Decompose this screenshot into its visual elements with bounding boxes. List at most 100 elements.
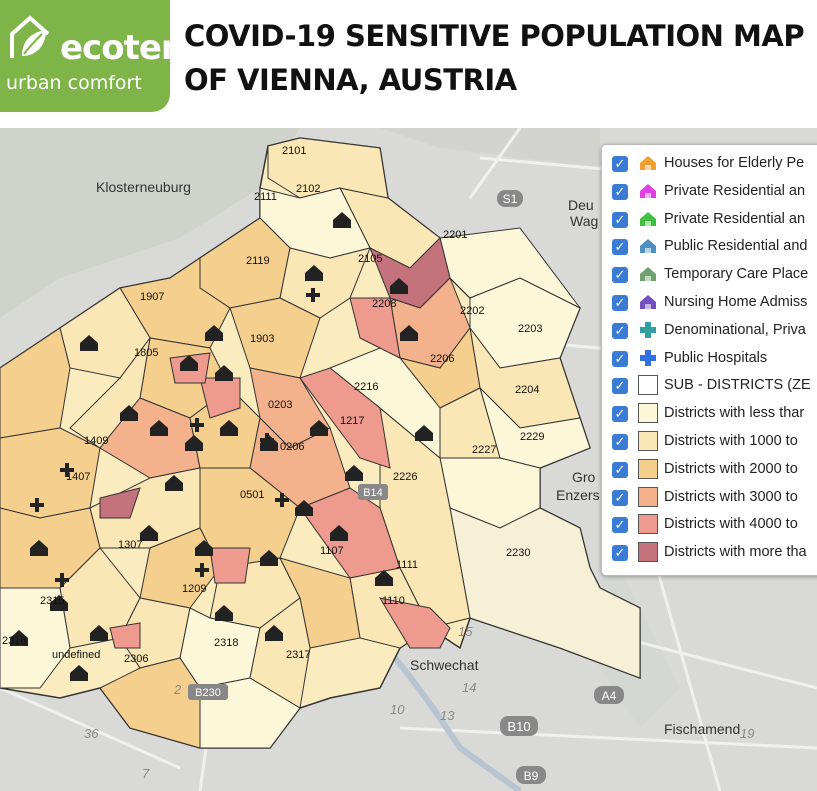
facility-markers[interactable] (10, 212, 433, 681)
legend-label: Public Hospitals (664, 349, 768, 366)
legend-checkbox[interactable]: ✓ (612, 406, 628, 423)
hospital-cross-icon[interactable] (60, 463, 74, 477)
legend-item[interactable]: ✓ Private Residential an (612, 207, 817, 233)
facility-house-icon[interactable] (330, 525, 348, 541)
legend-checkbox[interactable]: ✓ (612, 517, 628, 534)
legend-item[interactable]: ✓ Public Hospitals (612, 346, 817, 372)
facility-house-icon[interactable] (260, 550, 278, 566)
facility-house-icon[interactable] (150, 420, 168, 436)
legend-label: Houses for Elderly Pe (664, 155, 805, 171)
page-header: ecoten urban comfort COVID-19 SENSITIVE … (0, 0, 817, 128)
facility-house-icon[interactable] (305, 265, 323, 281)
facility-house-icon[interactable] (265, 625, 283, 641)
legend-item[interactable]: ✓ Public Residential and (612, 234, 817, 260)
facility-house-icon[interactable] (140, 525, 158, 541)
legend-checkbox[interactable]: ✓ (612, 489, 628, 506)
facility-house-icon[interactable] (10, 630, 28, 646)
place-gross-enzersdorf-a: Gro (572, 469, 596, 485)
road-number: 10 (390, 702, 405, 717)
road-shield-b14: B14 (358, 484, 388, 500)
district-label: 2119 (246, 255, 270, 267)
road-shield-b230: B230 (188, 684, 228, 700)
legend-item[interactable]: ✓ Districts with less thar (612, 401, 817, 427)
district-polygons (0, 137, 451, 749)
district-label: 2208 (372, 298, 396, 310)
facility-house-icon[interactable] (220, 420, 238, 436)
facility-house-icon[interactable] (90, 625, 108, 641)
ecoten-logo: ecoten urban comfort (0, 0, 185, 112)
legend-item[interactable]: ✓ Districts with 2000 to (612, 457, 817, 483)
legend-checkbox[interactable]: ✓ (612, 183, 628, 200)
facility-house-icon[interactable] (30, 540, 48, 556)
legend-checkbox[interactable]: ✓ (612, 211, 628, 228)
district-label: 1107 (320, 545, 344, 557)
facility-house-icon[interactable] (185, 435, 203, 451)
legend-item[interactable]: ✓ Districts with 4000 to (612, 512, 817, 538)
facility-house-icon[interactable] (215, 605, 233, 621)
house-icon (638, 292, 658, 312)
legend-item[interactable]: ✓ SUB - DISTRICTS (ZE (612, 373, 817, 399)
legend-item[interactable]: ✓ Denominational, Priva (612, 318, 817, 344)
hospital-cross-icon[interactable] (190, 418, 204, 432)
facility-house-icon[interactable] (400, 325, 418, 341)
map-legend: ✓ Houses for Elderly Pe ✓ Private Residenti… (601, 144, 817, 576)
district-label: 0501 (240, 489, 264, 501)
facility-house-icon[interactable] (390, 278, 408, 294)
facility-house-icon[interactable] (333, 212, 351, 228)
facility-house-icon[interactable] (195, 540, 213, 556)
hospital-cross-icon[interactable] (195, 563, 209, 577)
legend-checkbox[interactable]: ✓ (612, 350, 628, 367)
district-label: 2204 (515, 384, 539, 396)
facility-house-icon[interactable] (415, 425, 433, 441)
legend-label: SUB - DISTRICTS (ZE (664, 377, 811, 394)
district-label: 2227 (472, 444, 496, 456)
facility-house-icon[interactable] (80, 335, 98, 351)
forest-area (0, 128, 300, 318)
district-label: 0203 (268, 399, 292, 411)
hospital-cross-icon[interactable] (260, 433, 274, 447)
district-label: 2101 (282, 145, 306, 157)
hospital-cross-icon[interactable] (275, 493, 289, 507)
hospital-cross-icon[interactable] (306, 288, 320, 302)
legend-item[interactable]: ✓ Private Residential an (612, 179, 817, 205)
legend-item[interactable]: ✓ Temporary Care Place (612, 262, 817, 288)
district-label: 1307 (118, 539, 142, 551)
legend-item[interactable]: ✓ Districts with 1000 to (612, 429, 817, 455)
fill-swatch (638, 514, 658, 535)
legend-item[interactable]: ✓ Houses for Elderly Pe (612, 151, 817, 177)
hospital-cross-icon[interactable] (55, 573, 69, 587)
facility-house-icon[interactable] (165, 475, 183, 491)
district-label: 2216 (354, 381, 378, 393)
legend-checkbox[interactable]: ✓ (612, 461, 628, 478)
legend-checkbox[interactable]: ✓ (612, 545, 628, 562)
district-label: 2318 (214, 637, 238, 649)
legend-checkbox[interactable]: ✓ (612, 322, 628, 339)
facility-house-icon[interactable] (295, 500, 313, 516)
facility-house-icon[interactable] (70, 665, 88, 681)
facility-house-icon[interactable] (180, 355, 198, 371)
legend-item[interactable]: ✓ Districts with more tha (612, 540, 817, 566)
legend-checkbox[interactable]: ✓ (612, 378, 628, 395)
facility-house-icon[interactable] (205, 325, 223, 341)
legend-checkbox[interactable]: ✓ (612, 295, 628, 311)
district-label: 1110 (382, 595, 405, 607)
facility-house-icon[interactable] (375, 570, 393, 586)
legend-checkbox[interactable]: ✓ (612, 156, 628, 172)
map-view[interactable]: 2101 2102 2111 2119 2105 2201 2208 2202 … (0, 128, 817, 791)
road-number: 36 (84, 726, 99, 741)
hospital-cross-icon[interactable] (30, 498, 44, 512)
terrain-area (380, 128, 600, 168)
legend-checkbox[interactable]: ✓ (612, 434, 628, 450)
legend-checkbox[interactable]: ✓ (612, 239, 628, 256)
legend-checkbox[interactable]: ✓ (612, 267, 628, 284)
place-schwechat: Schwechat (410, 657, 479, 673)
fill-swatch (638, 542, 658, 563)
facility-house-icon[interactable] (50, 595, 68, 611)
facility-house-icon[interactable] (215, 365, 233, 381)
facility-house-icon[interactable] (345, 465, 363, 481)
legend-item[interactable]: ✓ Districts with 3000 to (612, 485, 817, 511)
legend-item[interactable]: ✓ Nursing Home Admiss (612, 290, 817, 316)
facility-house-icon[interactable] (120, 405, 138, 421)
svg-text:S1: S1 (503, 192, 518, 206)
facility-house-icon[interactable] (310, 420, 328, 436)
